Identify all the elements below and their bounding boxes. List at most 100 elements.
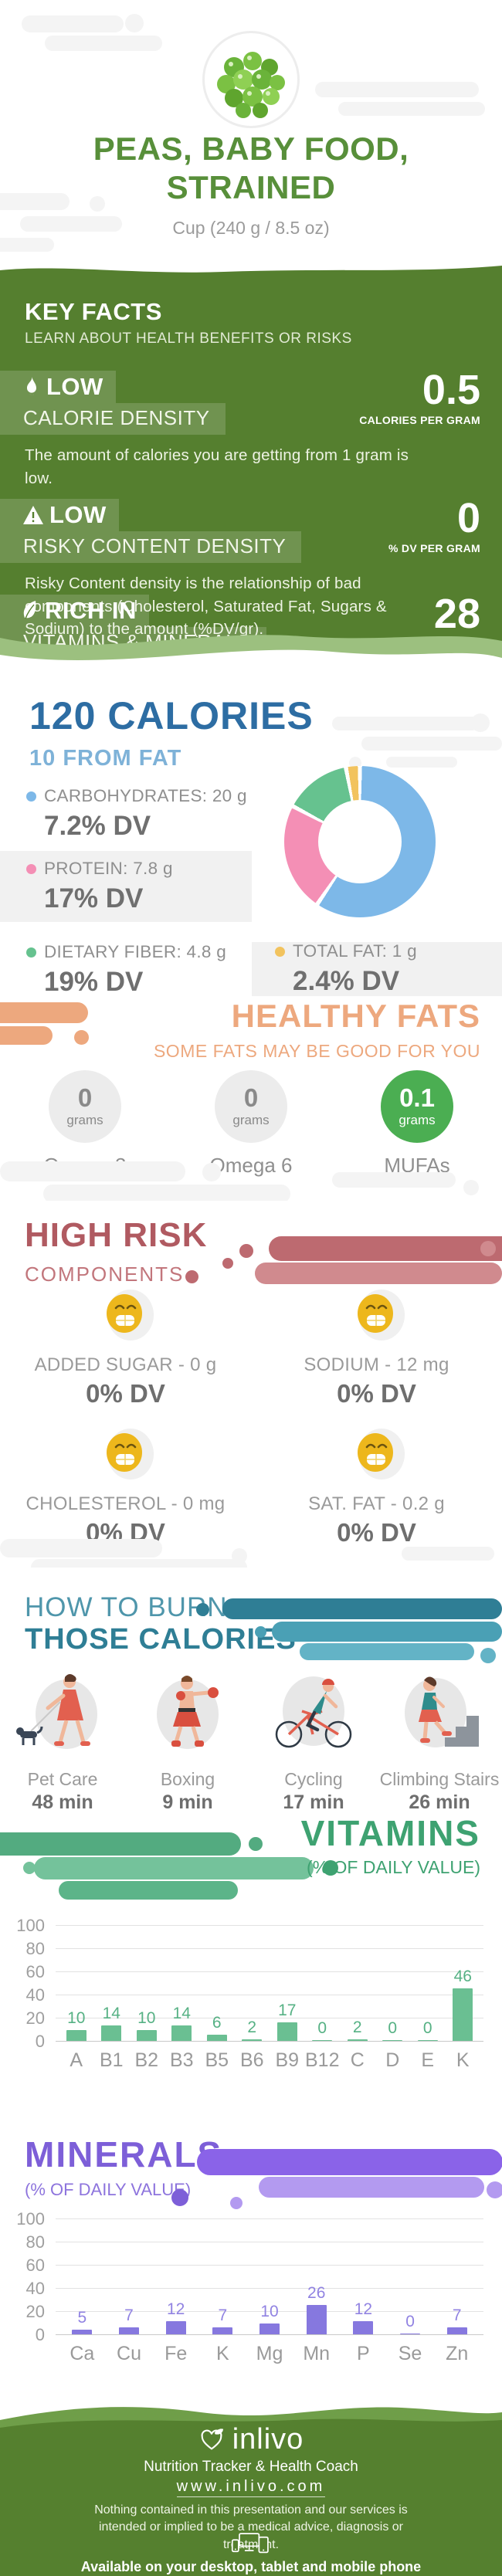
blob-decoration bbox=[171, 2189, 188, 2206]
x-tick-label: Cu bbox=[117, 2343, 141, 2364]
x-tick-label: Mn bbox=[303, 2343, 331, 2364]
bar bbox=[212, 2327, 233, 2335]
blob-decoration bbox=[230, 2197, 243, 2209]
cloud-decoration bbox=[361, 737, 502, 751]
blob-decoration bbox=[0, 1832, 241, 1856]
cloud-decoration bbox=[471, 713, 490, 732]
blob-decoration bbox=[272, 1622, 502, 1642]
blob-decoration bbox=[185, 1270, 198, 1283]
wave-divider bbox=[0, 2401, 502, 2437]
vitamins-section: VITAMINS (% OF DAILY VALUE) 100 80 60 40 20 0… bbox=[0, 1811, 502, 2127]
bar-A: 10 bbox=[59, 1925, 94, 2042]
bar-value-label: 46 bbox=[453, 1968, 472, 1985]
macro-carbohydrates: CARBOHYDRATES: 20 g 7.2% DV bbox=[26, 786, 247, 842]
blob-decoration bbox=[255, 1626, 266, 1638]
x-tick-label: B9 bbox=[275, 2049, 300, 2071]
header: PEAS, BABY FOOD, STRAINED Cup (240 g / 8.… bbox=[0, 0, 502, 280]
y-tick-label: 80 bbox=[25, 2232, 45, 2252]
fact-value: 0.5 CALORIES PER GRAM bbox=[359, 367, 480, 426]
cloud-decoration bbox=[338, 102, 485, 116]
bar bbox=[72, 2329, 93, 2335]
climbing-stairs-icon bbox=[405, 1676, 479, 1747]
devices-row bbox=[0, 2533, 502, 2560]
y-axis: 100 80 60 40 20 0 bbox=[15, 1916, 49, 2051]
bar bbox=[101, 2025, 122, 2042]
y-tick-label: 100 bbox=[16, 1916, 45, 1935]
risk-item-sodium: SODIUM - 12 mg 0% DV bbox=[251, 1287, 502, 1408]
plot-area: 5 7 12 7 10 26 12 0 7 bbox=[56, 2218, 483, 2335]
bars: 10 14 10 14 6 2 17 0 2 0 0 46 bbox=[56, 1925, 483, 2042]
healthy-fats-heading: HEALTHY FATS bbox=[231, 998, 480, 1034]
bar bbox=[171, 2025, 192, 2042]
page-title: PEAS, BABY FOOD, STRAINED bbox=[93, 130, 409, 205]
bar bbox=[259, 2323, 280, 2335]
bar-Se: 0 bbox=[387, 2218, 434, 2335]
protein-dot bbox=[26, 863, 36, 874]
blob-decoration bbox=[269, 1236, 502, 1261]
risk-item-cholesterol: CHOLESTEROL - 0 mg 0% DV bbox=[0, 1426, 251, 1547]
wave-divider bbox=[0, 266, 502, 280]
x-tick-label: K bbox=[456, 2049, 470, 2071]
x-tick-label: B3 bbox=[169, 2049, 194, 2071]
macronutrient-donut-chart bbox=[284, 766, 436, 917]
x-tick-label: D bbox=[385, 2049, 400, 2071]
bar-value-label: 0 bbox=[388, 2019, 398, 2037]
minerals-subheading: (% OF DAILY VALUE) bbox=[25, 2180, 192, 2199]
activity-boxing: Boxing 9 min bbox=[125, 1666, 250, 1811]
x-tick-label: B2 bbox=[134, 2049, 159, 2071]
bar-Cu: 7 bbox=[106, 2218, 153, 2335]
high-risk-heading: HIGH RISK bbox=[25, 1216, 208, 1254]
cloud-decoration bbox=[125, 14, 144, 32]
y-tick-label: 0 bbox=[35, 2325, 45, 2344]
bar-C: 2 bbox=[340, 1925, 375, 2042]
bar bbox=[382, 2040, 403, 2042]
fat-item-mufas: 0.1 grams MUFAs bbox=[340, 1064, 494, 1178]
bar bbox=[66, 2030, 86, 2042]
cloud-decoration bbox=[386, 757, 457, 768]
bar-value-label: 0 bbox=[405, 2313, 415, 2330]
cloud-decoration bbox=[463, 1180, 479, 1195]
bar bbox=[347, 2039, 368, 2042]
y-axis: 100 80 60 40 20 0 bbox=[15, 2209, 49, 2344]
y-tick-label: 20 bbox=[25, 2302, 45, 2321]
cloud-decoration bbox=[31, 1559, 247, 1568]
fact-description: The amount of calories you are getting f… bbox=[25, 446, 409, 487]
bar bbox=[446, 2327, 467, 2335]
cloud-decoration bbox=[332, 1172, 456, 1188]
minerals-section: MINERALS (% OF DAILY VALUE) 100 80 60 40 20 0… bbox=[0, 2127, 502, 2401]
blob-decoration bbox=[0, 1002, 88, 1023]
serving-size: Cup (240 g / 8.5 oz) bbox=[172, 218, 330, 238]
high-risk-subheading: COMPONENTS bbox=[25, 1263, 185, 1286]
vitamins-subheading: (% OF DAILY VALUE) bbox=[307, 1857, 480, 1877]
blob-decoration bbox=[59, 1881, 238, 1900]
y-tick-label: 100 bbox=[16, 2209, 45, 2229]
bar-value-label: 14 bbox=[172, 2005, 191, 2022]
minerals-bar-chart: 100 80 60 40 20 0 5 7 12 7 10 26 12 0 7 Ca Cu Fe K Mg Mn P S… bbox=[15, 2209, 483, 2365]
footer: inlivo Nutrition Tracker & Health Coach … bbox=[0, 2401, 502, 2576]
burn-heading-line2: THOSE CALORIES bbox=[25, 1623, 297, 1656]
key-facts-subheading: LEARN ABOUT HEALTH BENEFITS OR RISKS bbox=[25, 330, 352, 347]
bar-value-label: 12 bbox=[167, 2300, 185, 2318]
bar-B5: 6 bbox=[199, 1925, 235, 2042]
bar-value-label: 2 bbox=[352, 2018, 362, 2036]
bar-K: 7 bbox=[199, 2218, 246, 2335]
grinning-face-icon bbox=[357, 1429, 405, 1480]
bar-value-label: 2 bbox=[247, 2018, 257, 2036]
brand-logo: inlivo bbox=[0, 2423, 502, 2456]
blob-decoration bbox=[74, 1030, 89, 1045]
website-link[interactable]: www.inlivo.com bbox=[176, 2478, 326, 2497]
x-axis: Ca Cu Fe K Mg Mn P Se Zn bbox=[56, 2335, 483, 2365]
bubble-decoration bbox=[270, 1067, 297, 1093]
blob-decoration bbox=[480, 1648, 496, 1663]
flame-icon bbox=[26, 377, 36, 395]
grinning-face-icon bbox=[106, 1290, 154, 1341]
wave-divider bbox=[0, 635, 502, 672]
bar-K: 46 bbox=[446, 1925, 481, 2042]
bar-E: 0 bbox=[410, 1925, 446, 2042]
leaf-icon bbox=[23, 601, 36, 619]
y-tick-label: 60 bbox=[25, 2256, 45, 2275]
bar bbox=[306, 2305, 327, 2335]
macro-protein: PROTEIN: 7.8 g 17% DV bbox=[0, 851, 252, 922]
cloud-decoration bbox=[232, 1548, 247, 1564]
bar-B1: 14 bbox=[94, 1925, 130, 2042]
